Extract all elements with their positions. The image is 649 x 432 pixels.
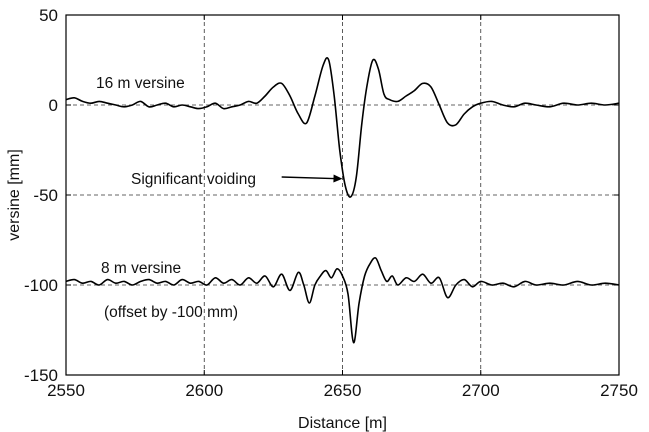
- annotations: 16 m versine 8 m versine (offset by -100…: [96, 75, 343, 321]
- label-16m-versine: 16 m versine: [96, 75, 185, 92]
- grid: [66, 15, 619, 375]
- x-tick-label: 2650: [324, 381, 362, 400]
- voiding-arrow: [282, 177, 334, 179]
- label-8m-versine: 8 m versine: [101, 260, 181, 277]
- label-significant-voiding: Significant voiding: [131, 171, 256, 188]
- y-axis-label: versine [mm]: [6, 149, 23, 241]
- y-tick-label: 0: [49, 96, 58, 115]
- y-tick-label: -50: [33, 186, 58, 205]
- x-axis-label: Distance [m]: [298, 415, 387, 432]
- x-tick-label: 2600: [185, 381, 223, 400]
- voiding-arrow-head: [333, 175, 342, 183]
- y-tick-label: -100: [24, 276, 58, 295]
- y-tick-label: 50: [39, 6, 58, 25]
- y-tick-label: -150: [24, 366, 58, 385]
- label-offset-note: (offset by -100 mm): [104, 304, 238, 321]
- x-tick-label: 2700: [462, 381, 500, 400]
- x-tick-label: 2750: [600, 381, 638, 400]
